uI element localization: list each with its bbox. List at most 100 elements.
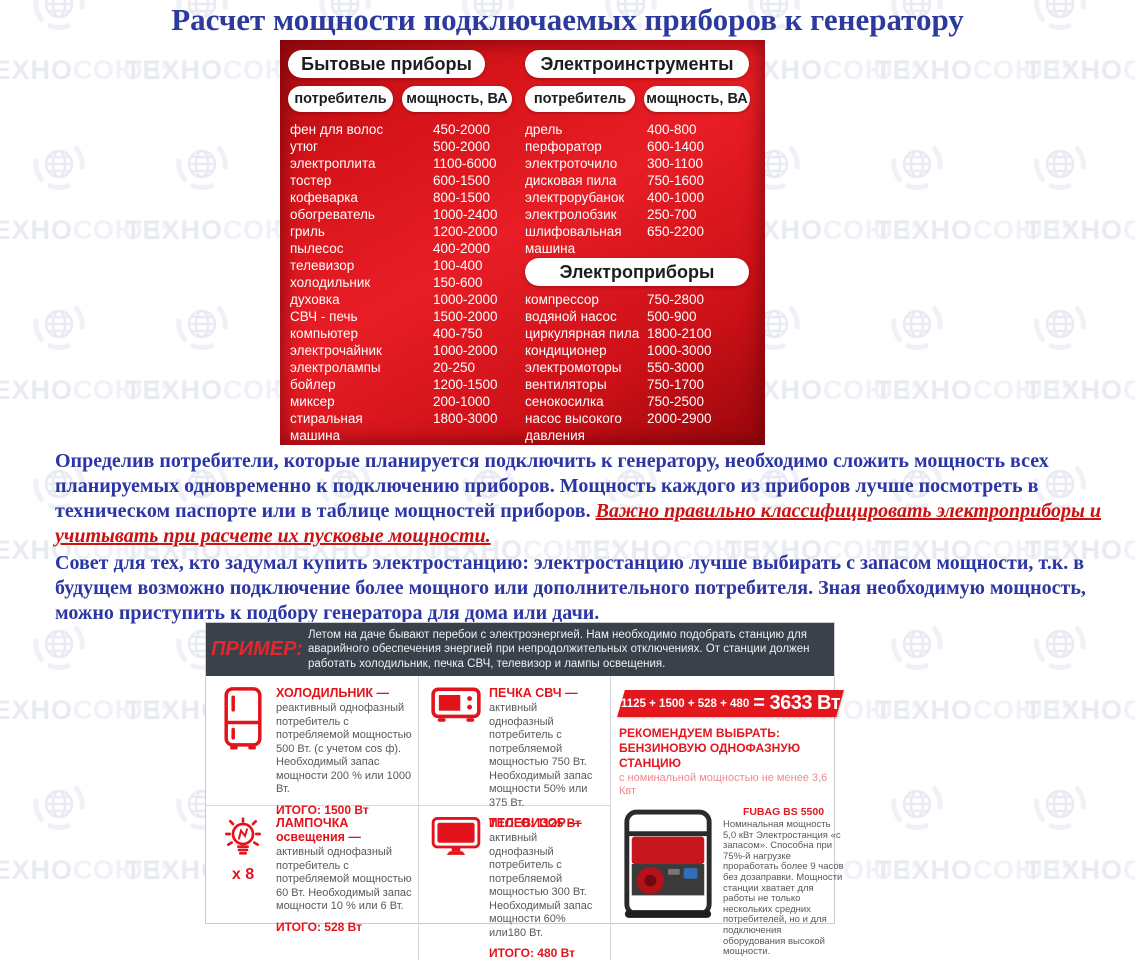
col-header-power-right: мощность, ВА	[644, 86, 750, 112]
example-box: ПРИМЕР: Летом на даче бывают перебои с э…	[205, 622, 844, 960]
row-consumer: дрель	[525, 122, 563, 137]
product-name: FUBAG BS 5500	[742, 806, 825, 818]
watermark-text: ТЕХНОСОЮЗ®	[875, 215, 1072, 245]
microwave-icon	[429, 686, 483, 805]
table-row: шлифовальная машина 650-2200	[525, 223, 757, 257]
table-row: дрель 400-800	[525, 121, 757, 138]
table-row: холодильник 150-600	[290, 274, 522, 291]
row-power: 600-1400	[647, 139, 705, 154]
table-row: стиральная машина 1800-3000	[290, 410, 522, 444]
table-row: вентиляторы 750-1700	[525, 376, 757, 393]
item-title: ПЕЧКА СВЧ —	[489, 686, 578, 700]
item-description: активный однофазный потребитель с потреб…	[276, 846, 412, 912]
table-row: электролобзик 250-700	[525, 206, 757, 223]
sum-result: = 3633 Вт	[753, 692, 840, 714]
item-title: ХОЛОДИЛЬНИК —	[276, 686, 390, 700]
bulb-icon	[221, 816, 265, 864]
row-power: 1200-2000	[433, 224, 498, 239]
table-row: насос высокого давления 2000-2900	[525, 410, 757, 444]
watermark-text: ТЕХНОСОЮЗ®	[875, 55, 1072, 85]
item-total: ИТОГО: 480 Вт	[489, 946, 576, 960]
row-power: 750-1700	[647, 377, 705, 392]
row-consumer: тостер	[290, 173, 332, 188]
row-power: 20-250	[433, 360, 476, 375]
table-row: электроплита 1100-6000	[290, 155, 522, 172]
table-row: электролампы 20-250	[290, 359, 522, 376]
row-power: 1000-2000	[433, 343, 498, 358]
row-power: 1000-3000	[647, 343, 712, 358]
row-consumer: стиральная машина	[290, 411, 363, 443]
table-row: кофеварка 800-1500	[290, 189, 522, 206]
table-header-powertools: Электроинструменты	[525, 50, 749, 78]
row-consumer: фен для волос	[290, 122, 384, 137]
bulb-multiplier: х 8	[231, 866, 255, 883]
row-consumer: сенокосилка	[525, 394, 604, 409]
example-header: ПРИМЕР: Летом на даче бывают перебои с э…	[206, 623, 834, 676]
row-power: 600-1500	[433, 173, 491, 188]
table-row: духовка 1000-2000	[290, 291, 522, 308]
row-consumer: обогреватель	[290, 207, 375, 222]
table-row: гриль 1200-2000	[290, 223, 522, 240]
row-power: 1500-2000	[433, 309, 498, 324]
paragraph-red-warning: Важно правильно классифицировать электро…	[55, 500, 1101, 547]
row-power: 150-600	[433, 275, 483, 290]
row-consumer: гриль	[290, 224, 325, 239]
row-power: 1000-2400	[433, 207, 498, 222]
fridge-icon	[216, 686, 270, 805]
table-row: сенокосилка 750-2500	[525, 393, 757, 410]
row-consumer: кондиционер	[525, 343, 607, 358]
recommend-line3: с номинальной мощностью не менее 3,6 Квт	[619, 772, 828, 797]
row-consumer: бойлер	[290, 377, 336, 392]
watermark-text: ТЕХНОСОЮЗ®	[0, 375, 172, 405]
row-consumer: дисковая пила	[525, 173, 617, 188]
example-item-microwave: ПЕЧКА СВЧ — активный однофазный потребит…	[419, 676, 611, 830]
table-row: телевизор 100-400	[290, 257, 522, 274]
table-row: обогреватель 1000-2400	[290, 206, 522, 223]
table-row: фен для волос 450-2000	[290, 121, 522, 138]
globe-icon	[30, 135, 88, 193]
item-title: ЛАМПОЧКА освещения —	[276, 816, 361, 844]
watermark-text: ТЕХНОСОЮЗ®	[1025, 375, 1135, 405]
globe-icon	[1031, 775, 1089, 833]
row-power: 400-1000	[647, 190, 705, 205]
row-power: 750-2800	[647, 292, 705, 307]
row-consumer: утюг	[290, 139, 318, 154]
row-consumer: водяной насос	[525, 309, 617, 324]
col-header-consumer-left: потребитель	[288, 86, 393, 112]
watermark-text: ТЕХНОСОЮЗ®	[875, 375, 1072, 405]
watermark-text: ТЕХНОСОЮЗ®	[0, 55, 172, 85]
globe-icon	[888, 775, 946, 833]
col-header-consumer-right: потребитель	[525, 86, 635, 112]
row-power: 1800-2100	[647, 326, 712, 341]
watermark-text: ТЕХНОСОЮЗ®	[875, 855, 1072, 885]
table-row: бойлер 1200-1500	[290, 376, 522, 393]
globe-icon	[30, 775, 88, 833]
table-row: циркулярная пила 1800-2100	[525, 325, 757, 342]
row-power: 2000-2900	[647, 411, 712, 426]
row-power: 800-1500	[433, 190, 491, 205]
row-consumer: электроточило	[525, 156, 618, 171]
row-power: 300-1100	[647, 156, 704, 171]
watermark-text: ТЕХНОСОЮЗ®	[1025, 695, 1135, 725]
powertools-rows: дрель 400-800 перфоратор 600-1400 электроточ…	[525, 121, 757, 257]
product-description: Номинальная мощность 5,0 кВт Электростан…	[723, 819, 844, 958]
watermark-text: ТЕХНОСОЮЗ®	[1025, 55, 1135, 85]
row-consumer: электролампы	[290, 360, 381, 375]
watermark-text: ТЕХНОСОЮЗ®	[875, 695, 1072, 725]
item-description: реактивный однофазный потребитель с потр…	[276, 702, 412, 795]
table-row: компьютер 400-750	[290, 325, 522, 342]
row-power: 1200-1500	[433, 377, 498, 392]
watermark-text: ТЕХНОСОЮЗ®	[0, 855, 172, 885]
table-row: дисковая пила 750-1600	[525, 172, 757, 189]
example-grid: ХОЛОДИЛЬНИК — реактивный однофазный потр…	[206, 676, 844, 960]
sum-banner: 1125 + 1500 + 528 + 480 = 3633 Вт	[621, 690, 840, 717]
example-item-fridge: ХОЛОДИЛЬНИК — реактивный однофазный потр…	[206, 676, 419, 817]
paragraph-advice: Совет для тех, кто задумал купить электр…	[55, 552, 1086, 624]
row-consumer: пылесос	[290, 241, 344, 256]
row-consumer: шлифовальная машина	[525, 224, 622, 256]
row-power: 500-2000	[433, 139, 491, 154]
row-power: 200-1000	[433, 394, 491, 409]
row-power: 750-1600	[647, 173, 705, 188]
row-power: 650-2200	[647, 224, 705, 239]
row-consumer: насос высокого давления	[525, 411, 622, 443]
